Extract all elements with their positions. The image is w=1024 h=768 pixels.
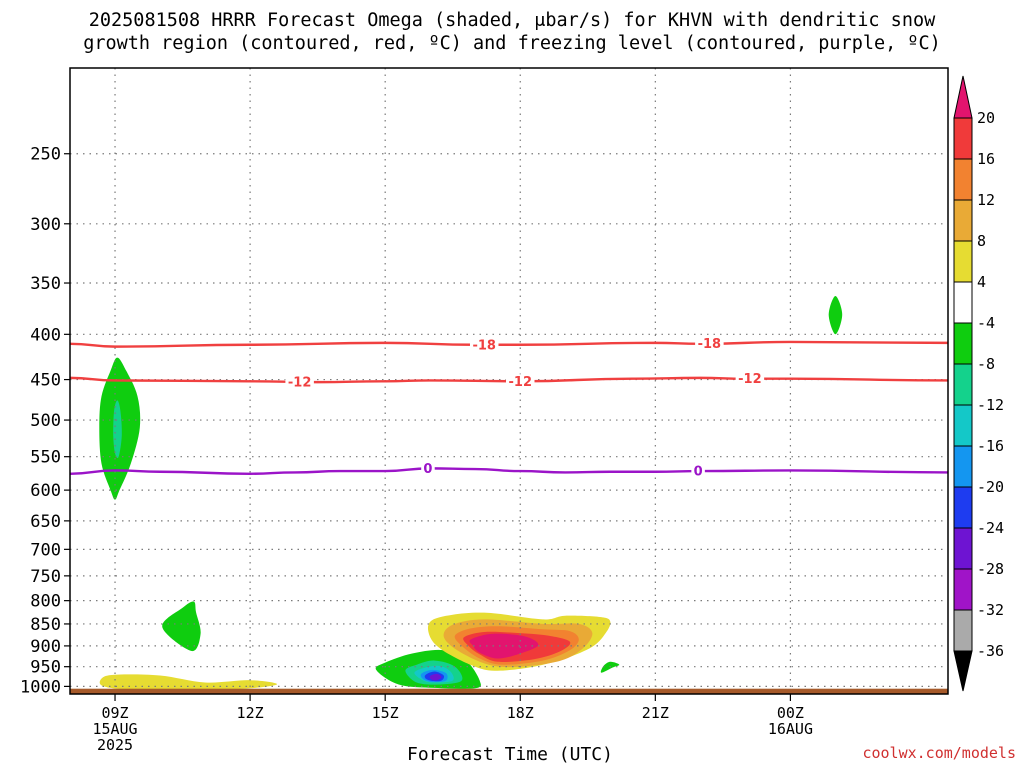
colorbar-segment--36-to--32 [953, 609, 973, 652]
y-tick-label-500: 500 [30, 411, 61, 431]
colorbar-segment--8-to--4 [953, 322, 973, 365]
colorbar-segment--12-to--8 [953, 363, 973, 406]
colorbar-label--16: -16 [977, 437, 1004, 455]
contour-label: -12 [288, 375, 312, 390]
y-tick-label-850: 850 [30, 615, 61, 635]
colorbar-segment-12-to-16 [953, 158, 973, 201]
colorbar-bottom-triangle [953, 650, 973, 692]
contour-label-bg [691, 464, 705, 479]
colorbar-segment--16-to--12 [953, 404, 973, 447]
y-tick-label-400: 400 [30, 325, 61, 345]
y-tick-label-700: 700 [30, 540, 61, 560]
contour--18C-isotherm [70, 340, 948, 348]
shaded-region-pos-cell-magenta [469, 633, 539, 659]
shaded-region-teal-core-09z [113, 400, 122, 458]
contour-label-bg [506, 374, 535, 389]
y-tick-label-650: 650 [30, 512, 61, 532]
contour-label: -18 [698, 337, 722, 352]
x-tick-sublabel: 15AUG [92, 720, 137, 738]
colorbar-label--36: -36 [977, 642, 1004, 660]
y-tick-label-950: 950 [30, 658, 61, 678]
y-tick-label-1000: 1000 [20, 677, 61, 697]
contour-label-bg [469, 337, 499, 352]
colorbar-label--28: -28 [977, 560, 1004, 578]
colorbar-segment--20-to--16 [953, 445, 973, 488]
y-tick-label-550: 550 [30, 448, 61, 468]
colorbar-label--20: -20 [977, 478, 1004, 496]
contour-label-bg [735, 371, 765, 386]
shaded-region-green-blob-850 [162, 601, 201, 652]
chart-title-line1: 2025081508 HRRR Forecast Omega (shaded, … [88, 10, 936, 31]
colorbar-segment--28-to--24 [953, 527, 973, 570]
y-tick-label-350: 350 [30, 274, 61, 294]
colorbar-label-4: 4 [977, 273, 986, 291]
ground-surface-band [70, 688, 948, 694]
y-tick-label-600: 600 [30, 481, 61, 501]
x-tick-label-12Z: 12Z [237, 704, 264, 722]
contour-label-bg [695, 336, 724, 351]
contour-label-bg [421, 461, 435, 476]
colorbar-segment-16-to-20 [953, 117, 973, 160]
colorbar-label-8: 8 [977, 232, 986, 250]
shaded-region-neg-cell-950-purple [429, 673, 442, 681]
contour-label: 0 [694, 465, 703, 480]
colorbar-label--8: -8 [977, 355, 995, 373]
colorbar-segment-4-to-8 [953, 240, 973, 283]
x-tick-label-18Z: 18Z [507, 704, 534, 722]
contour-label: -12 [738, 372, 762, 387]
y-tick-label-900: 900 [30, 637, 61, 657]
shaded-region-green-blob-400 [828, 296, 843, 335]
colorbar-segment--24-to--20 [953, 486, 973, 529]
colorbar-segment--32-to--28 [953, 568, 973, 611]
credit-text: coolwx.com/models [862, 744, 1016, 762]
colorbar-label--12: -12 [977, 396, 1004, 414]
colorbar-segment-8-to-12 [953, 199, 973, 242]
y-tick-label-450: 450 [30, 371, 61, 391]
y-tick-label-750: 750 [30, 567, 61, 587]
y-tick-label-800: 800 [30, 592, 61, 612]
x-tick-label-15Z: 15Z [372, 704, 399, 722]
contour-label: 0 [423, 462, 432, 477]
y-tick-label-300: 300 [30, 215, 61, 235]
x-tick-label-21Z: 21Z [642, 704, 669, 722]
contour-label: -18 [472, 338, 496, 353]
colorbar-label-16: 16 [977, 150, 995, 168]
chart-title-line2: growth region (contoured, red, ºC) and f… [83, 33, 941, 54]
colorbar-label--24: -24 [977, 519, 1004, 537]
plot-frame [69, 67, 949, 695]
y-tick-label-250: 250 [30, 145, 61, 165]
colorbar-label-12: 12 [977, 191, 995, 209]
colorbar-label-20: 20 [977, 109, 995, 127]
colorbar-label--32: -32 [977, 601, 1004, 619]
x-tick-label-00Z: 00Z [777, 704, 804, 722]
colorbar-label--4: -4 [977, 314, 995, 332]
x-axis-title: Forecast Time (UTC) [407, 744, 613, 765]
contour-label: -12 [509, 375, 533, 390]
contour-label-bg [285, 374, 314, 389]
x-tick-label-09Z: 09Z [101, 704, 128, 722]
colorbar-segment--4-to-4 [953, 281, 973, 324]
colorbar-top-triangle [953, 75, 973, 119]
x-tick-sublabel: 2025 [97, 736, 133, 754]
x-tick-sublabel: 16AUG [768, 720, 813, 738]
